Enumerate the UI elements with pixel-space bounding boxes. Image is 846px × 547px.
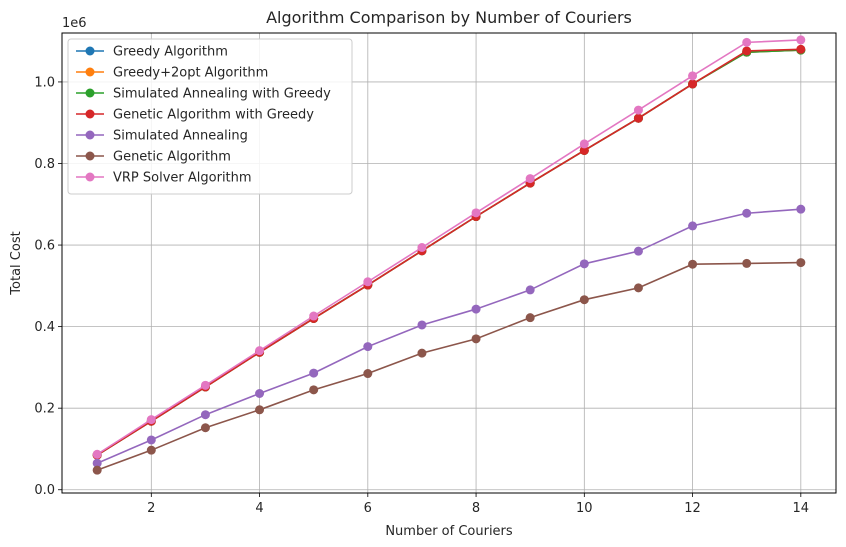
data-point	[363, 369, 373, 379]
data-point	[92, 465, 102, 475]
series-lines	[92, 35, 806, 475]
data-point	[363, 342, 373, 352]
legend-label: VRP Solver Algorithm	[113, 171, 252, 186]
data-point	[796, 44, 806, 54]
x-axis-ticks: 2 4 6 8 10 12 14	[147, 493, 809, 516]
legend-entry: Greedy+2opt Algorithm	[76, 66, 268, 81]
y-axis-label: Total Cost	[9, 231, 24, 295]
data-point	[417, 348, 427, 358]
legend-entry: Simulated Annealing with Greedy	[76, 87, 331, 102]
data-point	[471, 208, 481, 218]
data-point	[633, 105, 643, 115]
legend-marker	[85, 172, 95, 182]
legend-entry: Simulated Annealing	[76, 129, 248, 144]
y-tick-label: 0.2	[34, 402, 55, 417]
data-point	[309, 368, 319, 378]
y-axis-ticks: 0.0 0.2 0.4 0.6 0.8 1.0	[34, 75, 62, 498]
legend-entry: Genetic Algorithm with Greedy	[76, 108, 314, 123]
legend-label: Simulated Annealing	[113, 129, 248, 144]
data-point	[255, 405, 265, 415]
legend-entry: VRP Solver Algorithm	[76, 171, 252, 186]
y-tick-label: 0.0	[34, 483, 55, 498]
y-offset-label: 1e6	[62, 16, 87, 31]
data-point	[633, 113, 643, 123]
series-4	[92, 204, 806, 468]
x-tick-label: 10	[576, 501, 593, 516]
data-point	[525, 313, 535, 323]
legend-label: Greedy Algorithm	[113, 45, 228, 60]
y-tick-label: 1.0	[34, 75, 55, 90]
data-point	[579, 139, 589, 149]
chart-title: Algorithm Comparison by Number of Courie…	[266, 8, 632, 27]
data-point	[688, 79, 698, 89]
data-point	[255, 346, 265, 356]
data-point	[471, 304, 481, 314]
series-6	[92, 35, 806, 459]
data-point	[579, 259, 589, 269]
legend-marker	[85, 67, 95, 77]
data-point	[525, 174, 535, 184]
data-point	[796, 258, 806, 268]
plot-frame	[61, 32, 837, 494]
series-line	[96, 261, 801, 471]
legend-marker	[85, 88, 95, 98]
data-point	[255, 388, 265, 398]
data-point	[742, 37, 752, 47]
data-point	[688, 71, 698, 81]
legend-marker	[85, 46, 95, 56]
legend-marker	[85, 109, 95, 119]
data-point	[742, 208, 752, 218]
x-tick-label: 14	[793, 501, 810, 516]
data-point	[579, 145, 589, 155]
series-line	[96, 48, 801, 456]
legend-marker	[85, 151, 95, 161]
legend: Greedy Algorithm Greedy+2opt Algorithm Sim…	[67, 38, 353, 195]
data-point	[92, 458, 102, 468]
data-point	[363, 277, 373, 287]
legend-label: Genetic Algorithm with Greedy	[113, 108, 314, 123]
data-point	[633, 246, 643, 256]
series-line	[96, 39, 801, 455]
x-tick-label: 4	[255, 501, 263, 516]
y-tick-label: 0.6	[34, 239, 55, 254]
legend-entry: Genetic Algorithm	[76, 150, 231, 165]
data-point	[471, 334, 481, 344]
data-point	[525, 285, 535, 295]
x-axis-label: Number of Couriers	[385, 524, 513, 539]
data-point	[200, 410, 210, 420]
legend-entry: Greedy Algorithm	[76, 45, 228, 60]
data-point	[200, 380, 210, 390]
x-tick-label: 2	[147, 501, 155, 516]
data-point	[146, 415, 156, 425]
data-point	[146, 435, 156, 445]
y-tick-label: 0.4	[34, 320, 55, 335]
data-point	[742, 46, 752, 56]
legend-label: Genetic Algorithm	[113, 150, 231, 165]
series-line	[96, 208, 801, 464]
x-tick-label: 12	[684, 501, 701, 516]
data-point	[417, 243, 427, 253]
data-point	[688, 221, 698, 231]
x-tick-label: 8	[472, 501, 480, 516]
legend-box	[67, 38, 353, 195]
data-point	[200, 423, 210, 433]
data-point	[309, 311, 319, 321]
data-point	[92, 449, 102, 459]
data-point	[796, 35, 806, 45]
data-point	[309, 385, 319, 395]
data-point	[417, 320, 427, 330]
legend-label: Simulated Annealing with Greedy	[113, 87, 331, 102]
data-point	[633, 283, 643, 293]
legend-marker	[85, 130, 95, 140]
data-point	[579, 295, 589, 305]
data-point	[146, 445, 156, 455]
data-point	[688, 259, 698, 269]
y-tick-label: 0.8	[34, 157, 55, 172]
x-tick-label: 6	[364, 501, 372, 516]
data-point	[796, 204, 806, 214]
legend-label: Greedy+2opt Algorithm	[113, 66, 268, 81]
data-point	[742, 258, 752, 268]
series-5	[92, 258, 806, 475]
